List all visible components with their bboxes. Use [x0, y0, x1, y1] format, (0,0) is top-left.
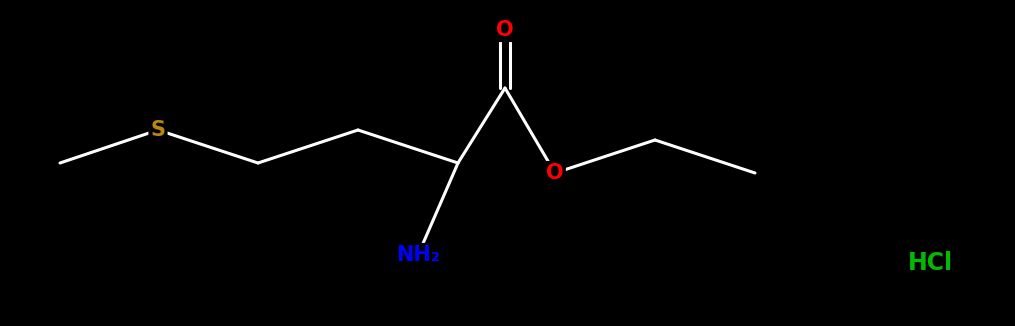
Text: S: S: [150, 120, 165, 140]
Text: O: O: [496, 20, 514, 40]
Text: HCl: HCl: [907, 251, 952, 275]
Text: O: O: [546, 163, 563, 183]
Text: NH₂: NH₂: [396, 245, 439, 265]
